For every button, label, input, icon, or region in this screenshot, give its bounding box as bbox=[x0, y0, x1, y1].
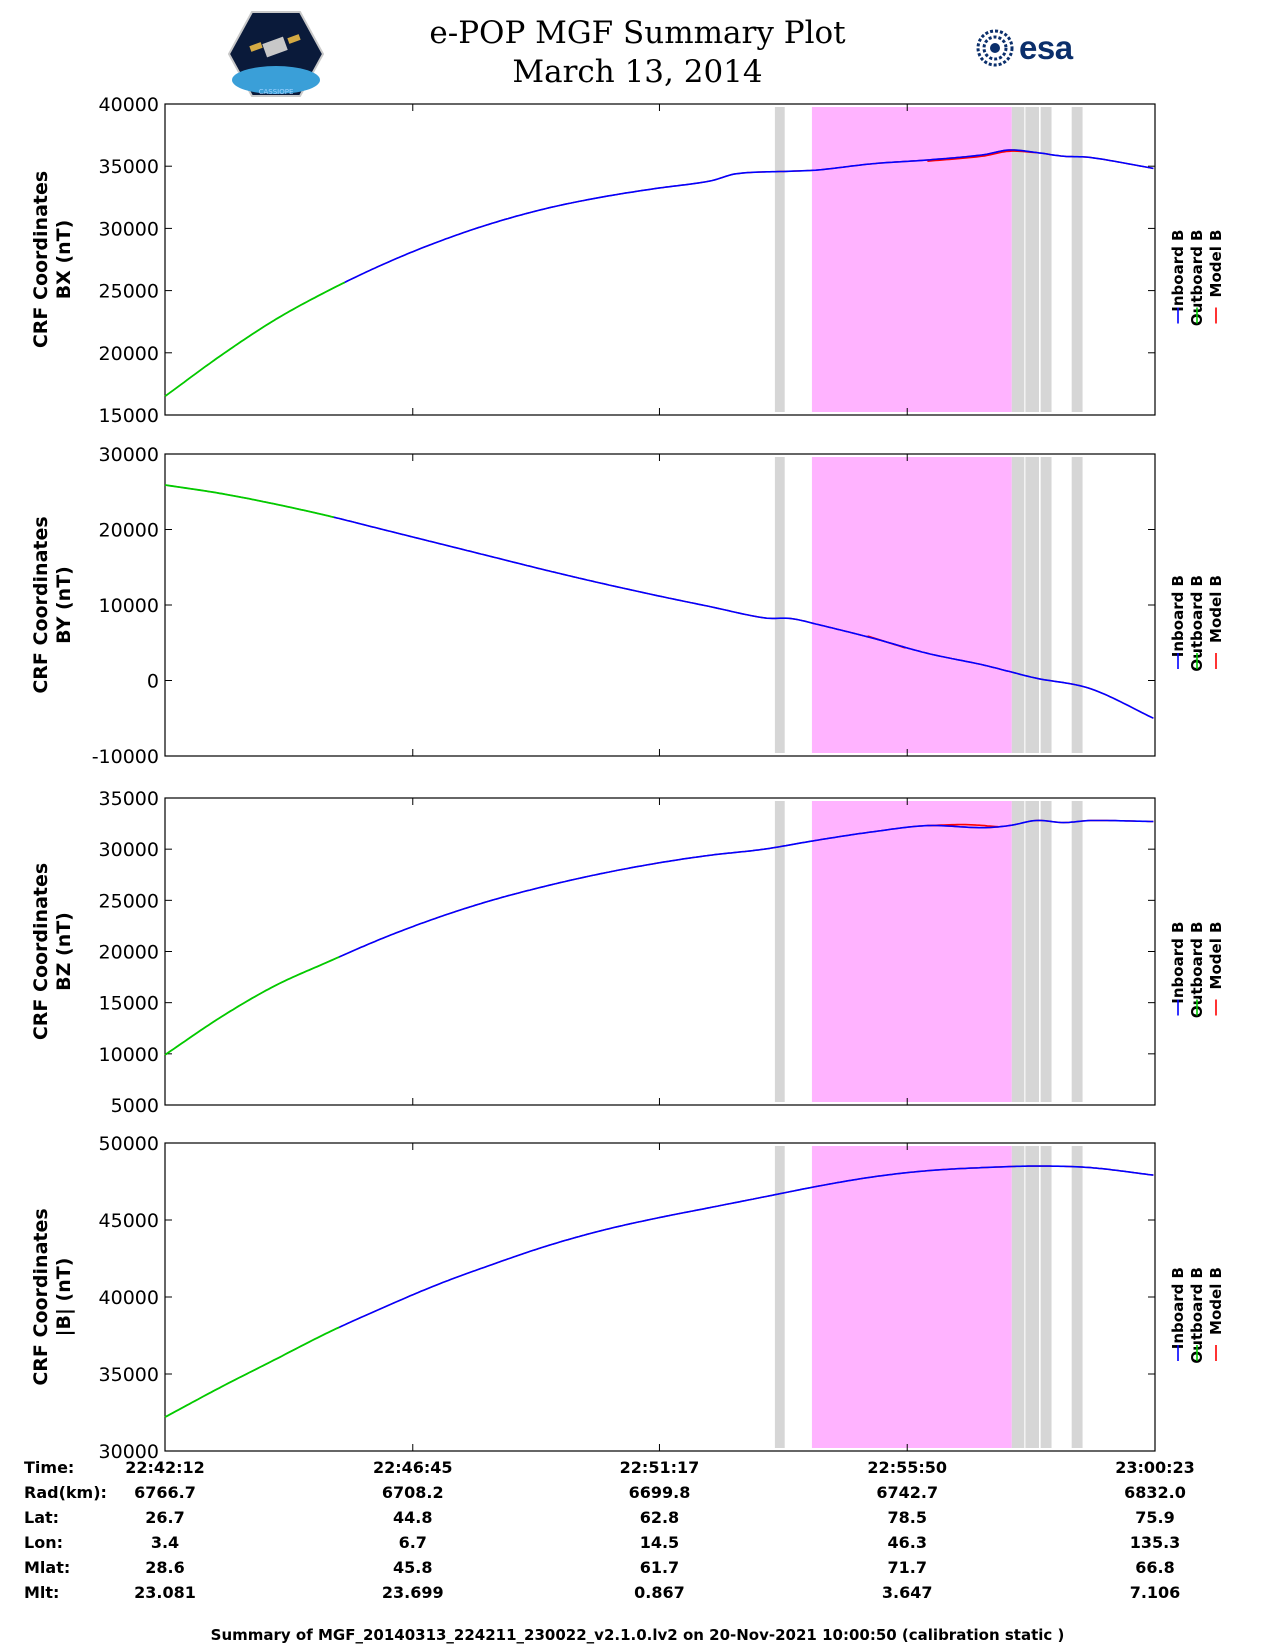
legend-label: Model B bbox=[1207, 922, 1225, 990]
legend-label: Outboard B bbox=[1188, 1267, 1206, 1364]
shaded-region-gray bbox=[1011, 801, 1025, 1102]
legend-label: Model B bbox=[1207, 1267, 1225, 1335]
y-tick-label: 40000 bbox=[99, 94, 159, 116]
y-tick-label: -10000 bbox=[92, 746, 159, 768]
esa-swirl-icon bbox=[976, 29, 1014, 67]
page-date: March 13, 2014 bbox=[512, 54, 763, 90]
shaded-region-pink bbox=[811, 1146, 1012, 1448]
y-tick-label: 30000 bbox=[99, 1441, 159, 1463]
shaded-region-gray bbox=[1040, 457, 1052, 753]
inboard-b-line bbox=[344, 149, 1154, 284]
legend-label: Model B bbox=[1207, 575, 1225, 643]
shaded-region-gray bbox=[774, 801, 785, 1102]
inboard-b-line bbox=[338, 819, 1154, 958]
esa-logo: esa bbox=[975, 28, 1073, 68]
y-tick-label: 10000 bbox=[99, 595, 159, 617]
model-b-deviation bbox=[927, 150, 1037, 162]
y-tick-label: 5000 bbox=[111, 1095, 159, 1117]
y-axis-unit-label-by: BY (nT) bbox=[53, 566, 75, 644]
legend-label: Model B bbox=[1207, 230, 1225, 298]
esa-logo-text: esa bbox=[1019, 29, 1073, 66]
shaded-region-gray bbox=[1011, 1146, 1025, 1448]
footer-summary: Summary of MGF_20140313_224211_230022_v2… bbox=[210, 1626, 1065, 1644]
shaded-region-gray bbox=[1040, 801, 1052, 1102]
y-tick-label: 30000 bbox=[99, 444, 159, 466]
y-tick-label: 0 bbox=[147, 671, 159, 693]
outboard-b-line bbox=[164, 281, 346, 398]
y-tick-label: 20000 bbox=[99, 942, 159, 964]
shaded-region-pink bbox=[811, 107, 1012, 412]
y-axis-label-bz: CRF Coordinates bbox=[30, 863, 52, 1040]
shaded-region-pink bbox=[811, 801, 1012, 1102]
outboard-b-line bbox=[164, 1326, 340, 1418]
cassiope-logo: CASSIOPE bbox=[227, 10, 325, 102]
legend-label: Inboard B bbox=[1169, 1267, 1187, 1349]
shaded-region-gray bbox=[1025, 107, 1040, 412]
legend-label: Outboard B bbox=[1188, 922, 1206, 1019]
y-tick-label: 35000 bbox=[99, 156, 159, 178]
y-axis-unit-label-bz: BZ (nT) bbox=[53, 912, 75, 991]
y-tick-label: 15000 bbox=[99, 405, 159, 427]
y-tick-label: 40000 bbox=[99, 1287, 159, 1309]
y-axis-unit-label-bmag: |B| (nT) bbox=[53, 1258, 75, 1337]
y-axis-label-bmag: CRF Coordinates bbox=[30, 1208, 52, 1385]
y-tick-label: 35000 bbox=[99, 788, 159, 810]
cassiope-logo-text: CASSIOPE bbox=[259, 88, 294, 96]
outboard-b-line bbox=[164, 484, 334, 519]
shaded-region-pink bbox=[811, 457, 1012, 753]
y-axis-label-by: CRF Coordinates bbox=[30, 516, 52, 693]
shaded-region-gray bbox=[1025, 1146, 1040, 1448]
shaded-region-gray bbox=[1071, 801, 1083, 1102]
shaded-region-gray bbox=[1025, 457, 1040, 753]
y-axis-label-bx: CRF Coordinates bbox=[30, 171, 52, 348]
y-tick-label: 30000 bbox=[99, 839, 159, 861]
shaded-region-gray bbox=[1011, 107, 1025, 412]
shaded-region-gray bbox=[1040, 1146, 1052, 1448]
inboard-b-line bbox=[333, 516, 1154, 719]
legend-label: Outboard B bbox=[1188, 230, 1206, 327]
shaded-region-gray bbox=[1040, 107, 1052, 412]
shaded-region-gray bbox=[774, 457, 785, 753]
shaded-region-gray bbox=[1071, 107, 1083, 412]
y-tick-label: 50000 bbox=[99, 1133, 159, 1155]
shaded-region-gray bbox=[1025, 801, 1040, 1102]
legend-label: Inboard B bbox=[1169, 230, 1187, 312]
y-tick-label: 30000 bbox=[99, 218, 159, 240]
y-tick-label: 45000 bbox=[99, 1210, 159, 1232]
legend-label: Inboard B bbox=[1169, 922, 1187, 1004]
y-tick-label: 35000 bbox=[99, 1364, 159, 1386]
y-tick-label: 20000 bbox=[99, 343, 159, 365]
shaded-region-gray bbox=[1011, 457, 1025, 753]
inboard-b-line bbox=[338, 1165, 1154, 1329]
shaded-region-gray bbox=[774, 107, 785, 412]
shaded-region-gray bbox=[1071, 457, 1083, 753]
legend-label: Outboard B bbox=[1188, 575, 1206, 672]
outboard-b-line bbox=[164, 956, 340, 1056]
shaded-region-gray bbox=[774, 1146, 785, 1448]
y-tick-label: 25000 bbox=[99, 890, 159, 912]
shaded-region-gray bbox=[1071, 1146, 1083, 1448]
legend-label: Inboard B bbox=[1169, 575, 1187, 657]
y-tick-label: 20000 bbox=[99, 520, 159, 542]
title-block: e-POP MGF Summary Plot March 13, 2014 bbox=[0, 14, 1275, 92]
y-tick-label: 25000 bbox=[99, 281, 159, 303]
plot-frame-bx bbox=[164, 103, 1156, 416]
y-tick-label: 10000 bbox=[99, 1044, 159, 1066]
page-title: e-POP MGF Summary Plot bbox=[429, 15, 846, 51]
y-axis-unit-label-bx: BX (nT) bbox=[53, 220, 75, 300]
y-tick-label: 15000 bbox=[99, 993, 159, 1015]
